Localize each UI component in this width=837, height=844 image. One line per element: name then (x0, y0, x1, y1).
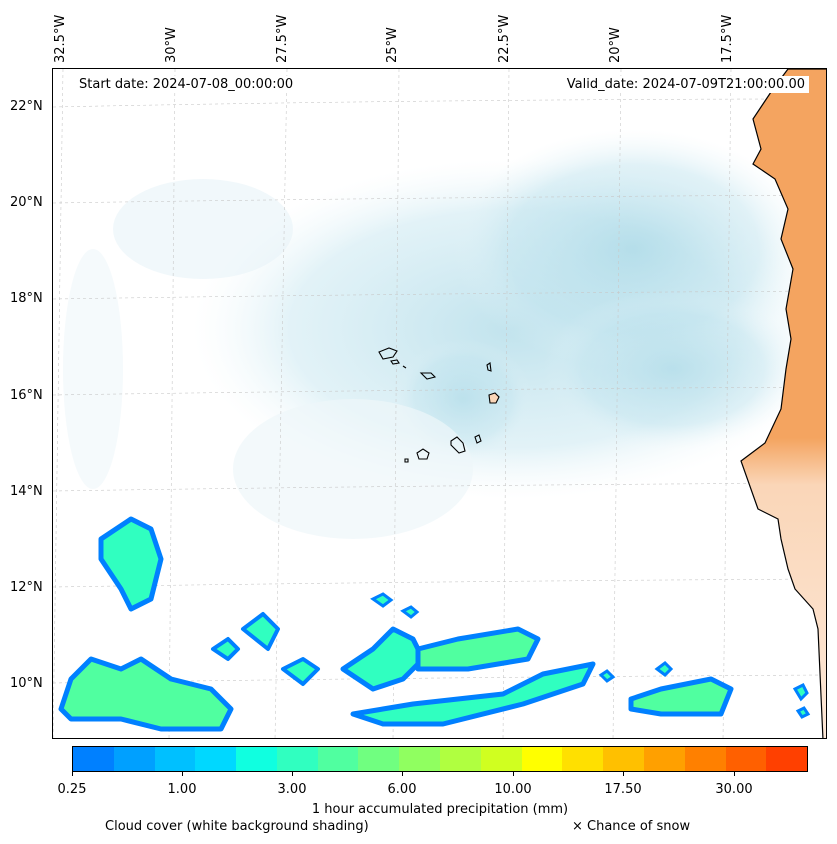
latitude-label: 20°N (10, 195, 43, 210)
precipitation-colorbar (72, 746, 808, 772)
valid-date-label: Valid_date: 2024-07-09T21:00:00.00 (562, 76, 809, 93)
colorbar-segment (195, 747, 237, 771)
longitude-label: 17.5°W (720, 14, 735, 63)
precip-area-isolated (370, 592, 811, 719)
colorbar-tick-mark (513, 772, 514, 776)
colorbar-segment (440, 747, 481, 771)
colorbar-tick-mark (402, 772, 403, 776)
latitude-label: 18°N (10, 291, 43, 306)
colorbar-segment (317, 747, 359, 771)
colorbar-tick-mark (182, 772, 183, 776)
colorbar-segment (358, 747, 400, 771)
colorbar-tick-mark (72, 772, 73, 776)
longitude-label: 32.5°W (53, 14, 68, 63)
latitude-label: 12°N (10, 580, 43, 595)
precip-area-southwest (58, 656, 234, 732)
colorbar-tick-mark (292, 772, 293, 776)
colorbar-segment (480, 747, 522, 771)
colorbar-tick-label: 10.00 (494, 782, 532, 797)
latitude-label: 10°N (10, 676, 43, 691)
colorbar-tick-mark (623, 772, 624, 776)
colorbar-tick-label: 3.00 (277, 782, 307, 797)
latitude-label: 16°N (10, 388, 43, 403)
precip-area-small (211, 612, 320, 686)
colorbar-segment (521, 747, 563, 771)
colorbar-segment (684, 747, 726, 771)
colorbar-tick-label: 0.25 (57, 782, 87, 797)
colorbar-segment (399, 747, 441, 771)
longitude-label: 27.5°W (275, 14, 290, 63)
colorbar-segment (766, 747, 808, 771)
precip-area-east (628, 676, 734, 717)
precip-area-band-south (350, 661, 596, 727)
colorbar-segment (113, 747, 155, 771)
colorbar-segment (276, 747, 318, 771)
longitude-label: 22.5°W (497, 14, 512, 63)
colorbar-segment (562, 747, 604, 771)
longitude-label: 20°W (608, 27, 623, 63)
precip-area-west (98, 516, 164, 612)
colorbar-label: 1 hour accumulated precipitation (mm) (311, 802, 569, 817)
cabo-verde-islands (378, 347, 500, 463)
snow-chance-note: × Chance of snow (572, 819, 691, 834)
map-panel (52, 68, 827, 739)
longitude-label: 30°W (164, 27, 179, 63)
colorbar-segment (236, 747, 277, 771)
colorbar-tick-label: 17.50 (604, 782, 642, 797)
start-date-label: Start date: 2024-07-08_00:00:00 (75, 76, 298, 93)
colorbar-tick-label: 1.00 (167, 782, 197, 797)
africa-land (740, 69, 826, 738)
colorbar-tick-label: 30.00 (715, 782, 753, 797)
latitude-label: 22°N (10, 99, 43, 114)
precip-area-band-north (415, 626, 541, 672)
precipitation-map (53, 69, 826, 738)
colorbar-segment (725, 747, 767, 771)
cloud-cover-note: Cloud cover (white background shading) (105, 819, 369, 834)
colorbar-segment (73, 747, 114, 771)
colorbar-tick-mark (734, 772, 735, 776)
precip-area-central (340, 626, 426, 692)
cloud-cover-shading (63, 129, 826, 539)
colorbar-segment (154, 747, 196, 771)
precipitation-areas (58, 516, 811, 732)
colorbar-segment (643, 747, 685, 771)
colorbar-tick-label: 6.00 (387, 782, 417, 797)
colorbar-segment (603, 747, 644, 771)
longitude-label: 25°W (385, 27, 400, 63)
latitude-label: 14°N (10, 484, 43, 499)
